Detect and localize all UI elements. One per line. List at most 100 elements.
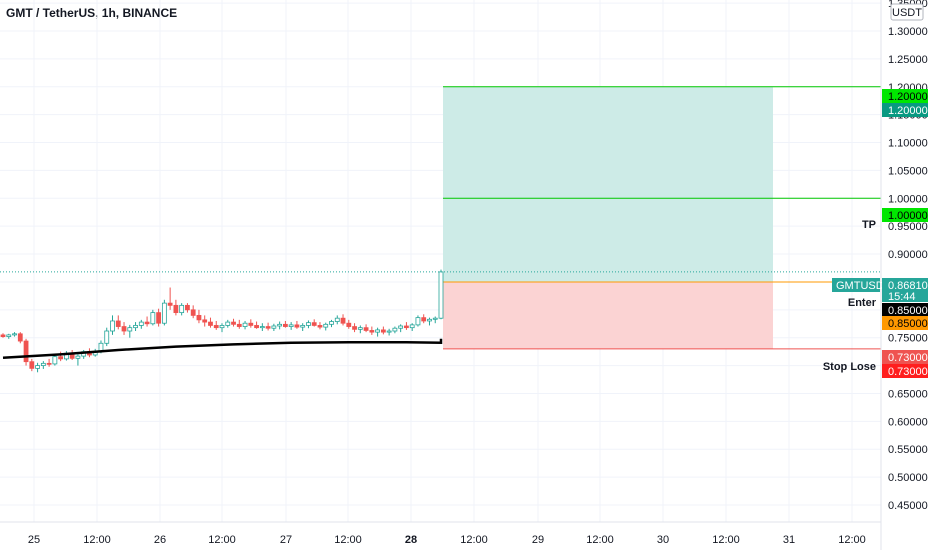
candle-body <box>306 322 311 326</box>
enter-tag-1-bg <box>882 303 928 317</box>
candle-body <box>386 330 392 333</box>
level-labels: TP Enter Stop Lose <box>823 219 877 373</box>
time-tick: 12:00 <box>334 534 362 546</box>
candle-body <box>23 340 29 363</box>
candle-body <box>104 330 110 344</box>
candle-body <box>254 325 259 329</box>
price-tick: 0.90000 <box>888 249 928 261</box>
symbol-tag-text: GMTUSDT <box>836 280 891 292</box>
position-zones[interactable] <box>443 86 773 349</box>
time-tick: 30 <box>657 534 669 546</box>
enter-label: Enter <box>848 297 877 309</box>
candle-body <box>398 325 404 329</box>
candle-body <box>357 327 363 330</box>
time-tick: 29 <box>532 534 544 546</box>
price-tick: 1.10000 <box>888 138 928 150</box>
currency-button-box[interactable] <box>890 3 924 21</box>
price-tick: 0.65000 <box>888 388 928 400</box>
price-tick: 0.75000 <box>888 333 928 345</box>
candle-body <box>150 312 156 325</box>
candle-body <box>156 312 162 324</box>
price-tick: 1.30000 <box>888 26 928 38</box>
candle-body <box>0 334 6 337</box>
candle-body <box>138 321 144 326</box>
candle-body <box>346 322 352 327</box>
candle-body <box>236 323 242 327</box>
candle-body <box>380 329 386 333</box>
stop-tag-2-bg <box>882 364 928 378</box>
candle-body <box>421 317 427 322</box>
candle-body <box>427 318 432 322</box>
stop-tag-1-text: 0.73000 <box>888 352 928 364</box>
price-tick: 0.60000 <box>888 416 928 428</box>
price-tick: 1.00000 <box>888 193 928 205</box>
time-tick: 12:00 <box>208 534 236 546</box>
tp-target-tag-2-bg <box>882 103 928 117</box>
candle-body <box>277 323 283 327</box>
loss-zone[interactable] <box>443 281 773 349</box>
chart-title: GMT / TetherUS, 1h, BINANCE <box>6 6 178 20</box>
enter-tag-2-bg <box>882 316 928 330</box>
time-axis[interactable]: 25 12:00 26 12:00 27 12:00 28 12:00 29 12:00 30 12:… <box>0 521 881 546</box>
time-tick: 12:00 <box>586 534 614 546</box>
candle-body <box>144 321 150 325</box>
candle-body <box>294 324 300 328</box>
candle-body <box>219 325 225 329</box>
price-axis[interactable]: 1.400001.350001.300001.250001.200001.150… <box>880 0 928 550</box>
candle-body <box>173 304 179 314</box>
stop-tag-2: 0.73000 <box>882 364 928 378</box>
candle-body <box>340 317 346 324</box>
symbol-tag-bg <box>832 278 880 292</box>
candle-body <box>35 365 40 369</box>
tp-target-tag-1-text: 1.20000 <box>888 91 928 103</box>
currency-label: USDT <box>892 7 922 19</box>
candle-body <box>133 325 138 329</box>
price-tick: 0.50000 <box>888 472 928 484</box>
candle-body <box>190 309 196 316</box>
candle-body <box>127 327 133 332</box>
stop-tag-1: 0.73000 <box>882 350 928 364</box>
candle-body <box>409 324 415 329</box>
candle-body <box>265 326 271 329</box>
tp-target-tag-2: 1.20000 <box>882 103 928 117</box>
price-tags: 1.20000 1.20000 1.00000 GMTUSDT0.8681015:44… <box>832 89 928 378</box>
candle-body <box>58 356 64 360</box>
price-tick: 1.25000 <box>888 54 928 66</box>
candles <box>0 269 444 373</box>
candle-body <box>323 323 329 328</box>
candle-body <box>52 356 58 365</box>
tp-level-tag-text: 1.00000 <box>888 210 928 222</box>
candle-body <box>288 324 294 327</box>
time-tick: 26 <box>154 534 166 546</box>
candle-body <box>415 317 421 326</box>
stop-tag-2-text: 0.73000 <box>888 366 928 378</box>
candle-body <box>110 320 115 332</box>
enter-tag-1-text: 0.85000 <box>888 305 928 317</box>
candle-body <box>363 327 369 331</box>
currency-button[interactable]: USDT <box>890 3 924 21</box>
candle-body <box>12 333 17 336</box>
candle-body <box>231 321 236 325</box>
time-tick: 12:00 <box>838 534 866 546</box>
time-tick: 31 <box>783 534 795 546</box>
candle-body <box>375 329 381 333</box>
candle-body <box>121 326 127 332</box>
candle-body <box>75 355 81 359</box>
price-tick: 0.95000 <box>888 221 928 233</box>
candle-body <box>392 327 398 332</box>
candle-body <box>282 323 288 327</box>
candle-body <box>29 361 35 369</box>
tp-level-tag-bg <box>882 208 928 222</box>
profit-zone[interactable] <box>443 86 773 282</box>
candle-body <box>334 317 340 322</box>
last-price-text: 0.86810 <box>888 280 928 292</box>
time-tick: 12:00 <box>712 534 740 546</box>
candle-body <box>179 304 185 314</box>
stop-tag-1-bg <box>882 350 928 364</box>
price-tick: 0.55000 <box>888 444 928 456</box>
candle-body <box>329 321 334 325</box>
candle-body <box>352 326 357 330</box>
price-tick: 0.45000 <box>888 500 928 512</box>
